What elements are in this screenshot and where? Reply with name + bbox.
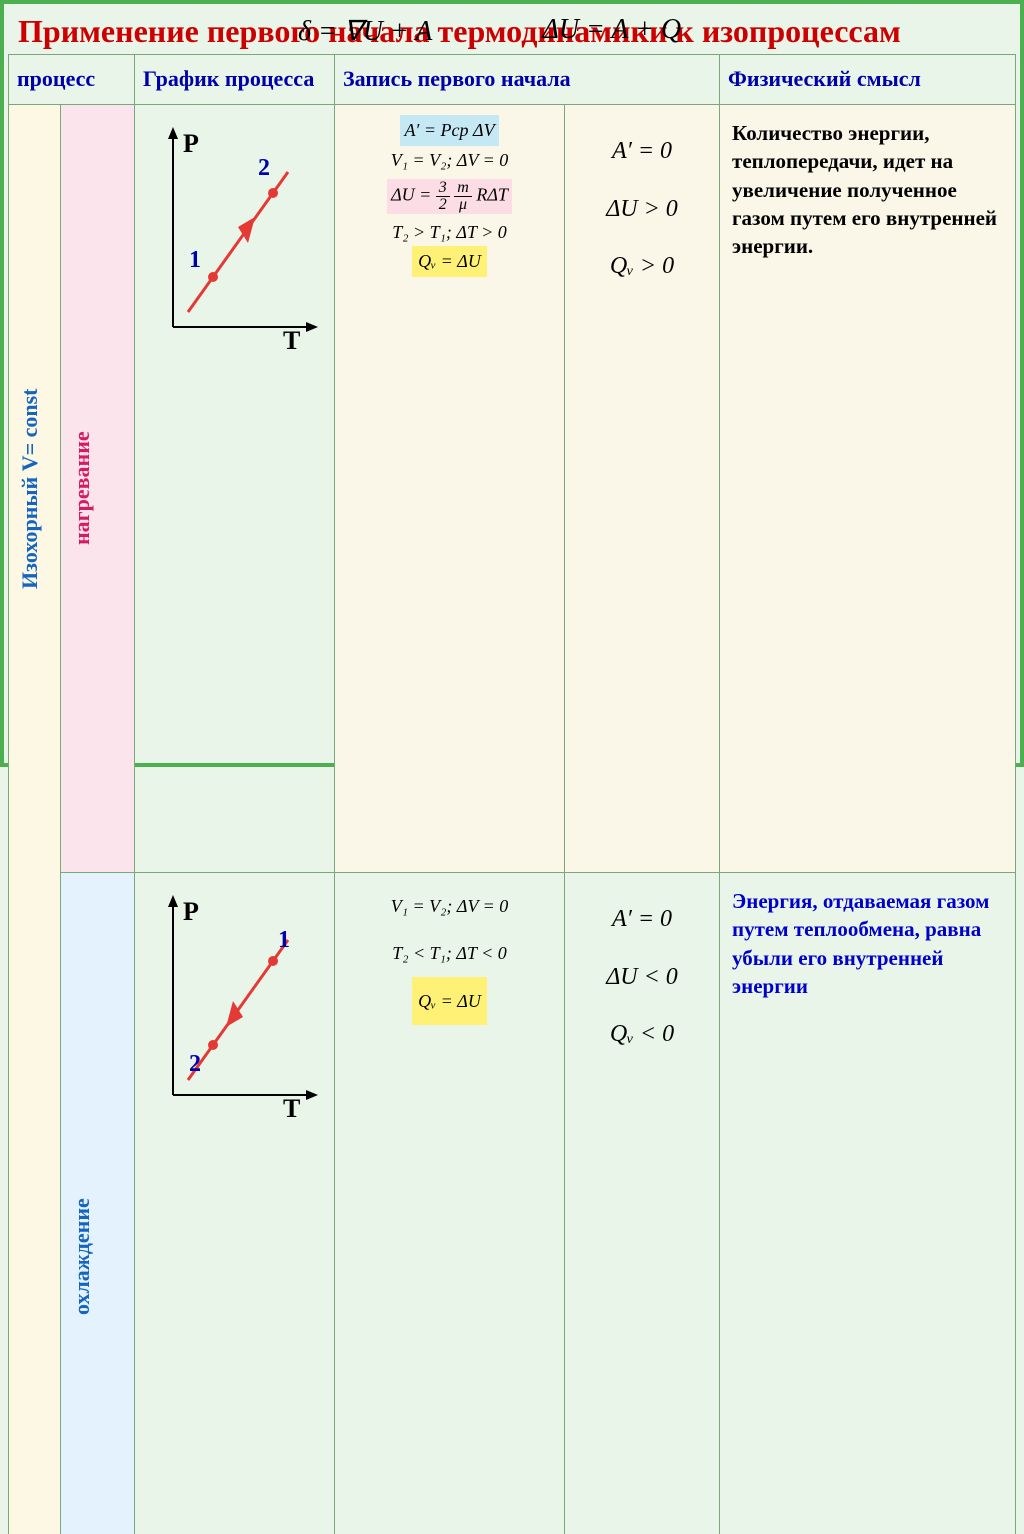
eq-qv: Qᵥ = ΔU	[412, 246, 487, 277]
result-dU-2: ΔU < 0	[573, 949, 711, 1007]
col-process: процесс	[9, 55, 135, 105]
main-table: процесс График процесса Запись первого н…	[8, 54, 1016, 1534]
eq-volumes: V₁ = V₂; ΔV = 0	[341, 146, 558, 175]
process-main-label: Изохорный V= const	[9, 105, 51, 872]
table-row-heating: Изохорный V= const нагревание 1 2 P T	[9, 104, 1016, 872]
header: Применение первого начала термодинамики …	[4, 4, 1020, 54]
meaning-cooling-cell: Энергия, отдаваемая газом путем теплообм…	[720, 872, 1016, 1534]
eq-temperatures: T₂ > T₁; ΔT > 0	[341, 218, 558, 247]
results-heating-cell: A′ = 0 ΔU > 0 Qᵥ > 0	[565, 104, 720, 872]
eq-work: A′ = Pср ΔV	[400, 115, 498, 146]
page-title: Применение первого начала термодинамики …	[18, 12, 1006, 50]
process-main-cell: Изохорный V= const	[9, 104, 61, 1534]
formula-main: ΔU = A + Q	[542, 14, 681, 48]
col-record: Запись первого начала	[335, 55, 720, 105]
graph-heating-cell: 1 2 P T	[135, 104, 335, 872]
subprocess-cooling-label: охлаждение	[61, 873, 103, 1534]
svg-text:P: P	[183, 897, 199, 926]
result-A-2: A′ = 0	[573, 891, 711, 949]
result-Q-2: Qᵥ < 0	[573, 1006, 711, 1064]
svg-text:P: P	[183, 129, 199, 158]
record-heating-cell: A′ = Pср ΔV V₁ = V₂; ΔV = 0 ΔU = 32 mμ R…	[335, 104, 565, 872]
result-A: A′ = 0	[573, 123, 711, 181]
subprocess-heating-cell: нагревание	[61, 104, 135, 872]
col-meaning: Физический смысл	[720, 55, 1016, 105]
result-dU: ΔU > 0	[573, 181, 711, 239]
result-Q: Qᵥ > 0	[573, 238, 711, 296]
subprocess-heating-label: нагревание	[61, 105, 103, 872]
subprocess-cooling-cell: охлаждение	[61, 872, 135, 1534]
results-cooling-cell: A′ = 0 ΔU < 0 Qᵥ < 0	[565, 872, 720, 1534]
graph-heating-svg: 1 2 P T	[143, 117, 323, 357]
col-graph: График процесса	[135, 55, 335, 105]
meaning-cooling-text: Энергия, отдаваемая газом путем теплообм…	[732, 889, 989, 998]
meaning-heating-text: Количество энергии, теплопередачи, идет …	[732, 121, 997, 258]
svg-text:1: 1	[189, 247, 201, 273]
eq-deltaU: ΔU = 32 mμ RΔT	[387, 179, 512, 214]
meaning-heating-cell: Количество энергии, теплопередачи, идет …	[720, 104, 1016, 872]
svg-text:T: T	[283, 326, 300, 355]
svg-text:1: 1	[278, 927, 290, 953]
eq-volumes-2: V₁ = V₂; ΔV = 0	[341, 883, 558, 930]
eq-qv-2: Qᵥ = ΔU	[412, 977, 487, 1026]
formula-symbolic: δ = ∇U + A	[298, 14, 432, 48]
table-row-cooling: охлаждение 2 1 P T V₁ = V₂; ΔV = 0 T₂ <	[9, 872, 1016, 1534]
graph-cooling-svg: 2 1 P T	[143, 885, 323, 1125]
svg-text:2: 2	[258, 155, 270, 181]
eq-temperatures-2: T₂ < T₁; ΔT < 0	[341, 930, 558, 977]
svg-text:T: T	[283, 1094, 300, 1123]
graph-cooling-cell: 2 1 P T	[135, 872, 335, 1534]
svg-text:2: 2	[189, 1051, 201, 1077]
table-header-row: процесс График процесса Запись первого н…	[9, 55, 1016, 105]
record-cooling-cell: V₁ = V₂; ΔV = 0 T₂ < T₁; ΔT < 0 Qᵥ = ΔU	[335, 872, 565, 1534]
